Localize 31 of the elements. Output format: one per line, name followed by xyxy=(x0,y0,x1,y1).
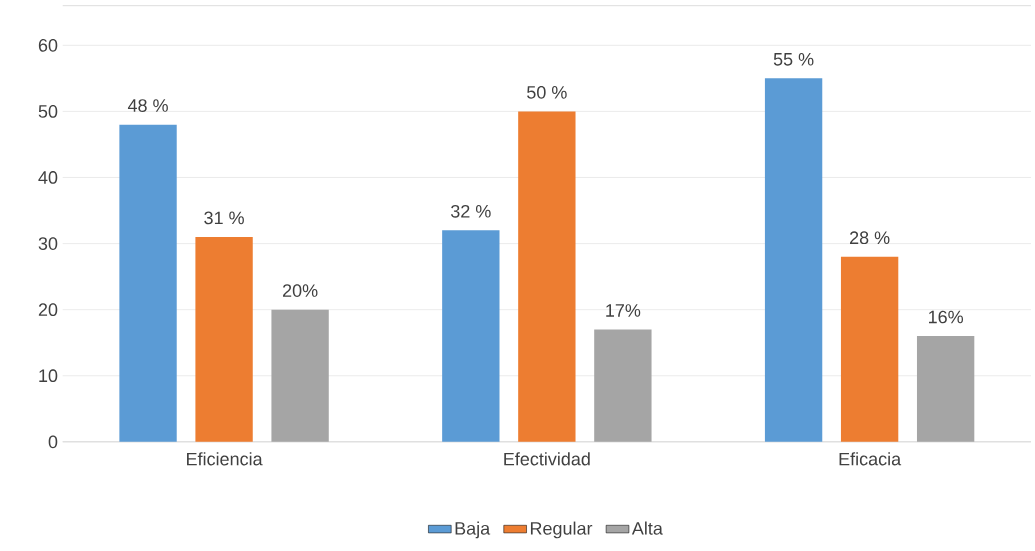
data-label: 16% xyxy=(929,310,964,324)
bar xyxy=(916,335,975,442)
data-label: 55 % xyxy=(773,52,814,66)
y-tick-label: 0 xyxy=(48,435,58,449)
x-tick-label: Eficiencia xyxy=(187,452,263,466)
data-label: 17% xyxy=(606,304,641,317)
bar xyxy=(764,78,823,442)
data-label: 20% xyxy=(282,284,318,297)
y-tick-label: 60 xyxy=(38,38,58,52)
bar xyxy=(195,236,253,442)
data-label: 31 % xyxy=(204,211,244,225)
y-tick-label: 40 xyxy=(38,171,58,184)
bar xyxy=(594,329,652,442)
data-label: 50 % xyxy=(527,85,567,99)
bar xyxy=(840,256,899,442)
y-tick-label: 30 xyxy=(38,237,58,250)
x-tick-label: Eficacia xyxy=(839,452,902,466)
legend-label: Regular xyxy=(530,521,593,539)
bar xyxy=(518,111,576,442)
y-tick-label: 50 xyxy=(38,104,58,118)
y-tick-label: 10 xyxy=(39,369,58,383)
bar xyxy=(442,230,500,442)
bar xyxy=(119,124,177,442)
legend-label: Baja xyxy=(455,521,491,539)
data-label: 32 % xyxy=(450,204,491,218)
data-label: 48 % xyxy=(127,99,168,112)
bar xyxy=(271,309,329,442)
y-tick-label: 20 xyxy=(38,303,58,316)
legend-label: Alta xyxy=(631,521,663,535)
x-tick-label: Efectividad xyxy=(504,452,590,466)
data-label: 28 % xyxy=(850,231,890,244)
